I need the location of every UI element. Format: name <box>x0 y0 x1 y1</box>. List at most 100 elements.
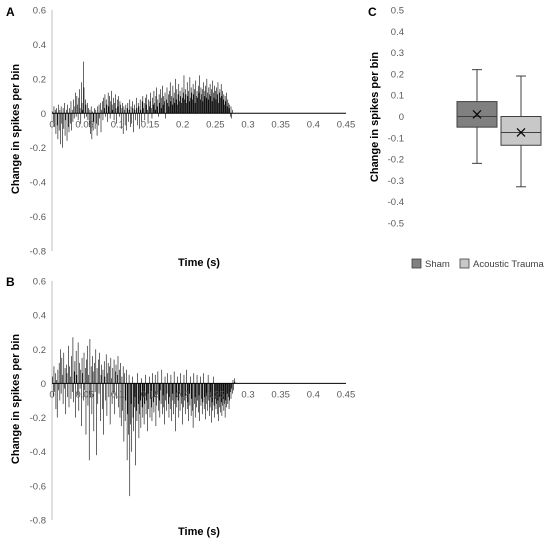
bar-a <box>169 82 171 114</box>
bar-a <box>139 99 141 114</box>
bar-a <box>170 101 172 114</box>
x-tick-label-b: 0.15 <box>141 389 160 400</box>
bar-b <box>59 383 61 401</box>
bar-a <box>232 109 233 114</box>
legend-swatch <box>459 258 470 269</box>
bar-b <box>86 359 87 384</box>
bar-b <box>92 371 94 384</box>
bar-a <box>64 102 65 114</box>
x-tick-label-b: 0.35 <box>271 389 290 400</box>
mean-marker <box>472 109 482 119</box>
bar-b <box>52 376 53 384</box>
bar-b <box>79 362 80 384</box>
bar-b <box>87 383 89 406</box>
bar-b <box>53 383 54 398</box>
bar-b <box>56 383 58 418</box>
bar-a <box>88 113 90 128</box>
x-tick-label-a: 0 <box>49 119 54 130</box>
bar-a <box>178 84 180 114</box>
bar-a <box>79 89 80 114</box>
bar-b <box>214 383 215 418</box>
y-axis-label-a: Change in spikes per bin <box>10 64 22 194</box>
bar-a <box>225 101 227 114</box>
bar-a <box>111 90 112 114</box>
bar-b <box>200 376 201 384</box>
bar-b <box>168 383 170 418</box>
bar-a <box>90 113 91 134</box>
bar-a <box>84 113 85 119</box>
bar-b <box>171 383 173 401</box>
bar-a <box>149 106 150 114</box>
y-tick-label-a: 0.2 <box>33 74 46 85</box>
bar-a <box>191 92 193 114</box>
x-tick-label-b: 0.25 <box>206 389 225 400</box>
bar-a <box>224 96 226 114</box>
bar-b <box>152 373 153 384</box>
bar-a <box>117 106 119 114</box>
bar-a <box>192 84 194 114</box>
bar-b <box>219 383 221 398</box>
panel-letter-c: C <box>368 5 377 19</box>
bar-b <box>62 374 63 384</box>
bar-a <box>114 102 116 114</box>
bar-b <box>96 383 97 456</box>
bar-a <box>83 61 84 114</box>
bar-b <box>178 383 180 418</box>
bar-a <box>171 96 172 114</box>
bar-b <box>64 368 66 384</box>
bar-a <box>91 113 93 140</box>
bar-a <box>102 101 103 114</box>
bar-a <box>90 106 92 114</box>
bar-b <box>207 374 209 384</box>
bar-a <box>213 97 215 114</box>
bar-b <box>94 362 95 384</box>
bar-a <box>207 99 209 114</box>
bar-a <box>73 99 74 114</box>
bar-b <box>69 376 71 384</box>
x-tick-label-b: 0.1 <box>111 389 124 400</box>
bar-a <box>192 99 193 114</box>
legend-swatch <box>411 258 422 269</box>
bar-b <box>173 371 175 384</box>
bar-b <box>62 383 64 404</box>
y-tick-label-c: -0.2 <box>388 155 404 166</box>
bar-a <box>132 101 133 114</box>
x-tick-label-b: 0.45 <box>337 389 356 400</box>
bar-b <box>155 383 157 427</box>
bar-a <box>100 102 101 114</box>
bar-b <box>54 373 56 384</box>
bar-a <box>89 109 91 114</box>
bar-a <box>147 113 149 124</box>
bar-b <box>88 374 89 384</box>
x-tick-label-a: 0.3 <box>241 119 254 130</box>
bar-a <box>177 104 178 114</box>
bar-a <box>133 113 134 133</box>
bar-a <box>130 113 131 128</box>
bar-a <box>203 82 204 114</box>
bar-b <box>190 383 192 416</box>
bar-a <box>118 96 119 114</box>
bar-b <box>117 374 118 384</box>
bar-a <box>230 106 232 114</box>
bar-b <box>164 376 166 384</box>
bar-a <box>138 106 140 114</box>
bar-b <box>135 383 136 466</box>
bar-b <box>102 383 103 410</box>
bar-b <box>182 383 183 425</box>
bar-a <box>173 97 174 114</box>
bar-a <box>55 113 57 134</box>
bar-b <box>90 383 91 398</box>
bar-a <box>150 92 151 114</box>
x-tick-label-b: 0.4 <box>307 389 320 400</box>
y-tick-label-c: 0.2 <box>391 69 404 80</box>
bar-b <box>228 383 230 410</box>
bar-a <box>226 106 228 114</box>
bar-a <box>228 108 230 114</box>
bar-b <box>122 383 123 411</box>
bar-b <box>227 383 229 404</box>
bar-a <box>171 104 173 114</box>
bar-b <box>145 383 147 415</box>
bar-b <box>231 383 232 389</box>
bar-b <box>96 368 98 384</box>
bar-a <box>60 113 61 145</box>
